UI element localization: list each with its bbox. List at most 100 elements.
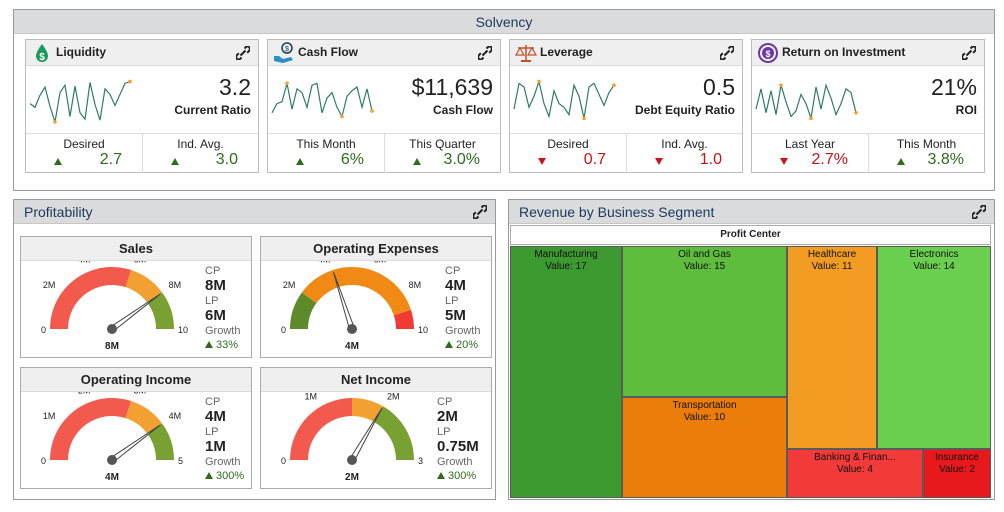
compare-label: This Month [296, 137, 356, 151]
gauge-title: Sales [21, 237, 251, 261]
gauge-tick-label: 4M [169, 411, 182, 421]
arrow-up-icon [171, 158, 179, 165]
kpi-value: $11,639 [411, 74, 493, 100]
link-icon[interactable] [962, 46, 976, 60]
arrow-up-icon [54, 158, 62, 165]
sparkline-series [513, 79, 615, 119]
kpi-compare-right: This Month 3.8% [868, 134, 984, 173]
tile-value: Value: 11 [811, 261, 853, 272]
link-icon[interactable] [236, 46, 250, 60]
sparkline-series [755, 83, 857, 119]
cp-label: CP [437, 396, 453, 408]
gauge-title: Operating Expenses [261, 237, 491, 261]
tile-name: Insurance [935, 452, 979, 463]
arrow-up-icon [437, 472, 445, 479]
compare-value: 6% [340, 151, 364, 168]
kpi-value: 3.2 [219, 74, 251, 100]
kpi-compare-right: Ind. Avg. 1.0 [626, 134, 742, 173]
tile-name: Oil and Gas [678, 249, 731, 260]
link-icon[interactable] [478, 46, 492, 60]
solvency-panel: Solvency $ Liquidity 3.2 Current Ratio Desir… [13, 9, 995, 191]
treemap-tile[interactable]: Healthcare Value: 11 [787, 246, 877, 449]
gauge-tick-label: 4M [78, 261, 91, 264]
gauge-title: Net Income [261, 368, 491, 392]
gauge-tick-label: 3 [418, 456, 423, 466]
kpi-card-header: $ Cash Flow [268, 40, 500, 66]
kpi-footer: Last Year 2.7% This Month 3.8% [752, 133, 984, 173]
kpi-compare-left: Desired 2.7 [26, 134, 142, 173]
svg-text:$: $ [39, 52, 45, 63]
kpi-compare-left: Desired 0.7 [510, 134, 626, 173]
gauge: 0 2M 4M 6M 8M 10 4M [281, 261, 428, 352]
cp-value: 2M [437, 408, 458, 425]
link-icon[interactable] [473, 205, 487, 219]
lp-value: 0.75M [437, 438, 479, 455]
dollar-drop-icon: $ [36, 44, 48, 63]
gauge-zone [125, 401, 163, 435]
kpi-value: 0.5 [703, 74, 735, 100]
gauge-title: Operating Income [21, 368, 251, 392]
sparkline-marker [809, 116, 813, 121]
gauge-zone [290, 398, 352, 460]
gauge-stats: CP 2M LP 0.75M Growth 300% [437, 395, 479, 483]
sparkline [755, 83, 858, 121]
treemap-tile[interactable]: Manufacturing Value: 17 [510, 246, 622, 498]
sparkline [29, 79, 132, 124]
link-icon[interactable] [720, 46, 734, 60]
kpi-card-leverage: Leverage 0.5 Debt Equity Ratio Desired 0.7 In… [509, 39, 743, 173]
gauge-zone [301, 267, 411, 316]
kpi-label: ROI [955, 103, 977, 117]
sparkline-series [271, 82, 373, 119]
treemap-tile[interactable]: Transportation Value: 10 [622, 397, 787, 498]
kpi-label: Cash Flow [432, 103, 493, 117]
arrow-down-icon [655, 158, 663, 165]
gauge-tick-label: 6M [134, 261, 147, 264]
kpi-footer: This Month 6% This Quarter 3.0% [268, 133, 500, 173]
gauge-tick-label: 1M [304, 392, 317, 401]
sparkline-marker [370, 109, 374, 113]
gauge: 0 1M 2M 3 2M [281, 392, 423, 483]
sparkline-marker [537, 79, 541, 84]
revenue-panel: Revenue by Business Segment Profit Cente… [508, 199, 995, 500]
gauge-tick-label: 0 [41, 456, 46, 466]
treemap-tile[interactable]: Insurance Value: 2 [923, 449, 991, 498]
kpi-title: Return on Investment [782, 45, 906, 59]
tile-value: Value: 14 [913, 261, 955, 272]
compare-label: Ind. Avg. [661, 137, 708, 151]
arrow-up-icon [205, 472, 213, 479]
gauge-tick-label: 10 [418, 325, 428, 335]
treemap-tile[interactable]: Banking & Finan... Value: 4 [787, 449, 923, 498]
gauge: 0 1M 2M 3M 4M 5 4M [41, 392, 183, 483]
gauge-value-label: 8M [105, 341, 119, 352]
gauge-tick-label: 0 [281, 456, 286, 466]
growth-row: 300% [205, 469, 244, 483]
gauge-tick-label: 8M [409, 280, 422, 290]
lp-label: LP [437, 426, 451, 438]
kpi-card-header: $ Liquidity [26, 40, 258, 66]
treemap: Manufacturing Value: 17 Oil and Gas Value: … [510, 246, 991, 498]
compare-label: This Month [896, 137, 957, 151]
cp-value: 4M [205, 408, 226, 425]
sparkline-series [29, 80, 131, 123]
gauge-tick-label: 3M [134, 392, 147, 395]
sparkline [513, 79, 616, 121]
profitability-title: Profitability [14, 200, 495, 224]
lp-label: LP [205, 295, 219, 307]
roi-coin-icon: $ [758, 43, 778, 63]
gauge-value-label: 2M [345, 472, 359, 483]
growth-row: 300% [437, 469, 479, 483]
gauge-hub [107, 324, 117, 334]
gauge-tick-label: 1M [43, 411, 56, 421]
tile-value: Value: 4 [837, 464, 873, 475]
gauge-tick-label: 10 [178, 325, 188, 335]
treemap-tile[interactable]: Electronics Value: 14 [877, 246, 991, 449]
link-icon[interactable] [972, 205, 986, 219]
treemap-tile[interactable]: Oil and Gas Value: 15 [622, 246, 787, 397]
kpi-compare-right: Ind. Avg. 3.0 [142, 134, 258, 173]
kpi-compare-left: This Month 6% [268, 134, 384, 173]
sparkline-marker [128, 79, 132, 84]
gauge-stats: CP 4M LP 1M Growth 300% [205, 395, 244, 483]
gauge-tick-label: 2M [387, 392, 400, 401]
compare-label: Desired [547, 137, 589, 151]
compare-label: Ind. Avg. [177, 137, 224, 151]
